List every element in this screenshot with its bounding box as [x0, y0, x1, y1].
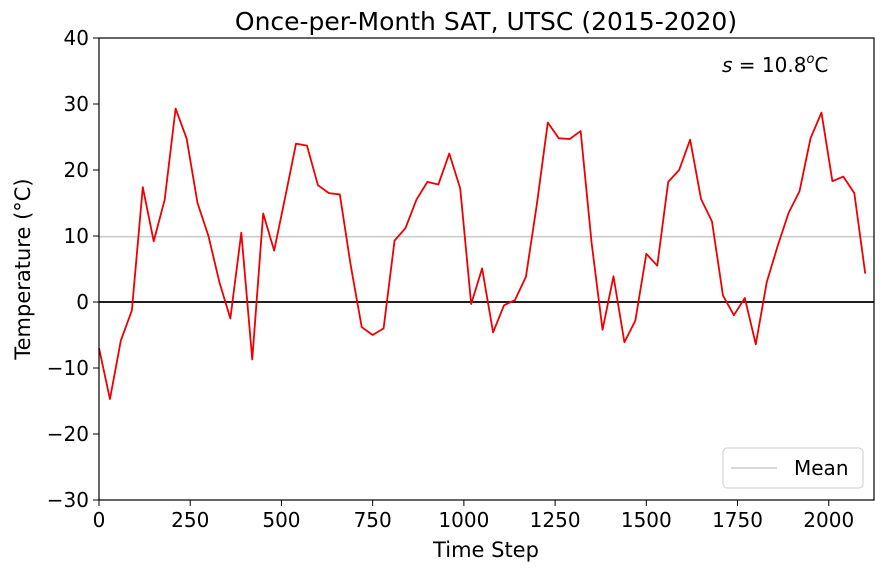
legend-label-mean: Mean [794, 456, 849, 480]
y-tick-label: 10 [64, 224, 89, 248]
x-axis-title: Time Step [432, 538, 539, 562]
annotation-sup: o [806, 52, 814, 67]
y-axis-title: Temperature (°C) [11, 178, 35, 360]
x-tick-label: 250 [171, 508, 209, 532]
plot-frame [98, 37, 875, 501]
annotation-equals: = [732, 53, 761, 77]
x-tick-label: 2000 [803, 508, 854, 532]
x-tick-label: 1000 [438, 508, 489, 532]
legend: Mean [722, 447, 864, 489]
y-tick-label: 0 [76, 290, 89, 314]
axes-ticks: 0 250 500 750 1000 1250 1500 1750 2000 −30 −20 −10 0… [47, 26, 854, 532]
y-tick-label: 40 [64, 26, 89, 50]
x-tick-label: 1750 [712, 508, 763, 532]
x-tick-label: 1500 [621, 508, 672, 532]
y-tick-label: 20 [64, 158, 89, 182]
x-tick-label: 500 [262, 508, 300, 532]
y-tick-label: −10 [47, 356, 89, 380]
y-tick-label: −30 [47, 488, 89, 512]
chart-title: Once-per-Month SAT, UTSC (2015-2020) [235, 7, 737, 36]
legend-box [722, 447, 864, 489]
annotation-value: 10.8 [762, 53, 807, 77]
y-tick-label: 30 [64, 92, 89, 116]
y-tick-label: −20 [47, 422, 89, 446]
x-tick-label: 0 [93, 508, 106, 532]
annotation-unit: C [814, 53, 828, 77]
plot-area [98, 107, 874, 400]
temperature-series-line [98, 107, 867, 400]
stddev-annotation: s = 10.8oC [722, 52, 828, 77]
annotation-symbol: s [722, 53, 732, 77]
x-tick-label: 1250 [530, 508, 581, 532]
x-tick-label: 750 [354, 508, 392, 532]
